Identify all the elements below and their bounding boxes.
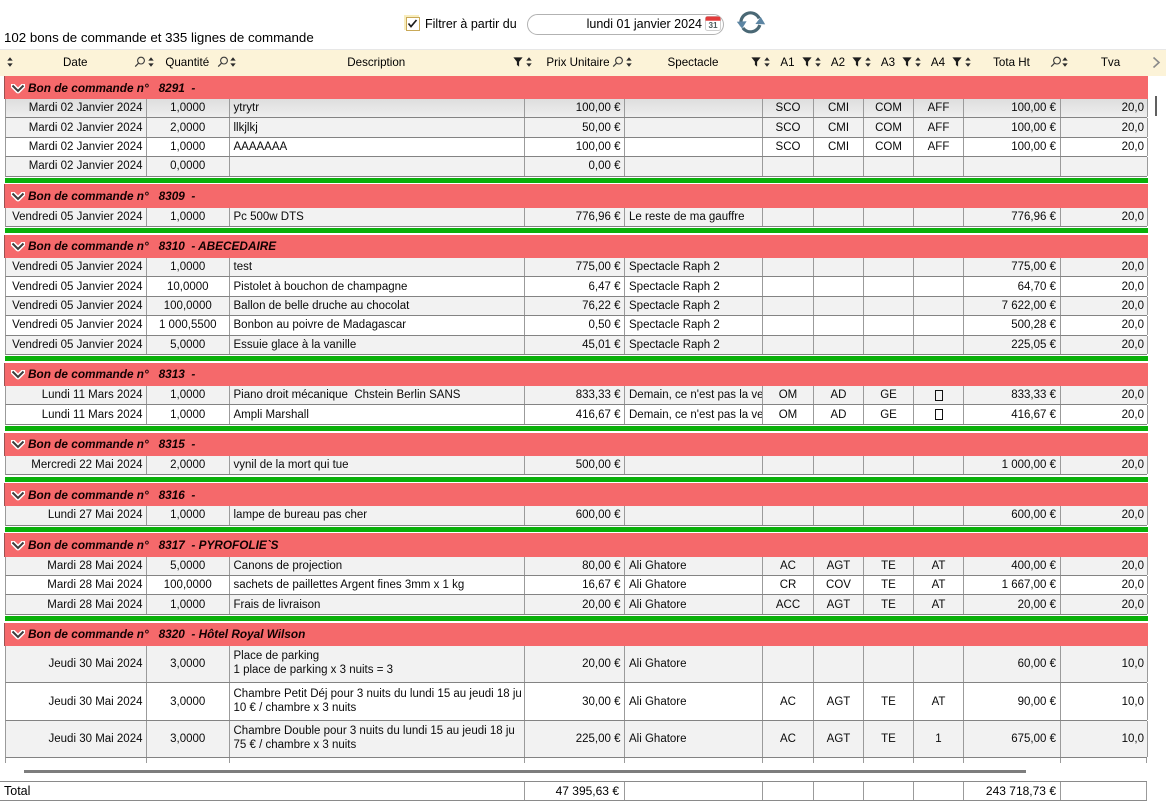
svg-text:31: 31 <box>708 21 718 30</box>
